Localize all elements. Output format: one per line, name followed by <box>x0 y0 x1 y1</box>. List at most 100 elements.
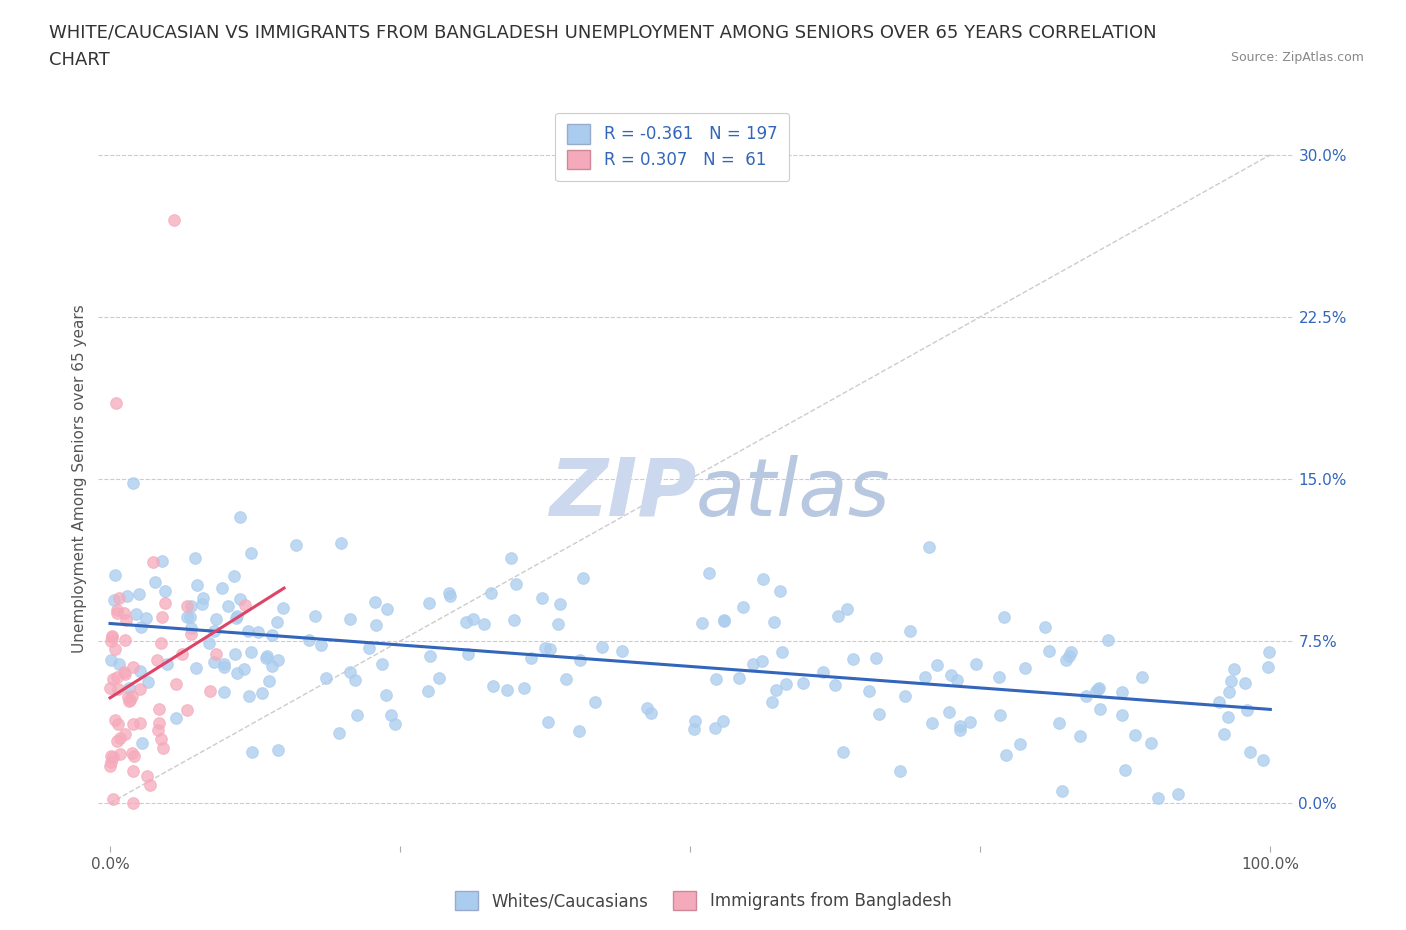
Point <box>186 578 208 592</box>
Point <box>152 740 174 755</box>
Point <box>125 607 148 622</box>
Point <box>222 569 245 584</box>
Point <box>153 583 176 598</box>
Point <box>503 613 526 628</box>
Point <box>105 603 128 618</box>
Point <box>260 658 283 673</box>
Point <box>898 624 921 639</box>
Point <box>704 671 727 686</box>
Point <box>150 553 173 568</box>
Point <box>180 627 202 642</box>
Point <box>548 596 571 611</box>
Point <box>148 701 170 716</box>
Point <box>225 666 247 681</box>
Point <box>914 670 936 684</box>
Point <box>103 641 125 656</box>
Point <box>135 610 157 625</box>
Point <box>267 743 290 758</box>
Point <box>224 646 246 661</box>
Legend: Whites/Caucasians, Immigrants from Bangladesh: Whites/Caucasians, Immigrants from Bangl… <box>449 884 957 917</box>
Point <box>114 667 136 682</box>
Point <box>150 609 173 624</box>
Point <box>533 641 555 656</box>
Point <box>416 684 439 698</box>
Point <box>1218 710 1240 724</box>
Point <box>122 717 145 732</box>
Point <box>198 684 221 698</box>
Point <box>482 679 505 694</box>
Point <box>1087 681 1109 696</box>
Point <box>1223 661 1246 676</box>
Point <box>636 701 658 716</box>
Point <box>741 657 763 671</box>
Point <box>184 660 207 675</box>
Point <box>1038 644 1060 658</box>
Point <box>202 624 225 639</box>
Legend: R = -0.361   N = 197, R = 0.307   N =  61: R = -0.361 N = 197, R = 0.307 N = 61 <box>555 113 789 181</box>
Point <box>1010 737 1032 751</box>
Point <box>1014 660 1036 675</box>
Point <box>704 721 727 736</box>
Point <box>683 713 706 728</box>
Point <box>763 615 786 630</box>
Point <box>101 629 124 644</box>
Point <box>831 744 853 759</box>
Point <box>775 677 797 692</box>
Point <box>179 610 201 625</box>
Point <box>165 677 187 692</box>
Point <box>131 736 153 751</box>
Point <box>418 596 440 611</box>
Point <box>329 536 352 551</box>
Point <box>683 722 706 737</box>
Point <box>121 796 143 811</box>
Point <box>346 708 368 723</box>
Point <box>640 706 662 721</box>
Point <box>100 633 122 648</box>
Point <box>1130 670 1153 684</box>
Point <box>114 632 136 647</box>
Point <box>1052 783 1074 798</box>
Point <box>769 584 792 599</box>
Point <box>946 672 969 687</box>
Point <box>250 685 273 700</box>
Point <box>105 670 128 684</box>
Point <box>202 655 225 670</box>
Point <box>128 715 150 730</box>
Point <box>254 650 277 665</box>
Point <box>298 633 321 648</box>
Point <box>214 684 236 699</box>
Point <box>260 628 283 643</box>
Point <box>988 707 1011 722</box>
Point <box>118 693 141 708</box>
Point <box>309 638 332 653</box>
Point <box>711 714 734 729</box>
Point <box>727 671 749 685</box>
Point <box>107 716 129 731</box>
Point <box>1054 652 1077 667</box>
Point <box>143 574 166 589</box>
Point <box>285 538 308 552</box>
Point <box>555 671 578 686</box>
Point <box>513 681 536 696</box>
Point <box>496 683 519 698</box>
Point <box>479 586 502 601</box>
Point <box>824 677 846 692</box>
Point <box>205 646 228 661</box>
Point <box>139 777 162 792</box>
Point <box>235 597 257 612</box>
Point <box>107 682 129 697</box>
Point <box>104 567 127 582</box>
Point <box>112 665 135 680</box>
Point <box>122 764 145 779</box>
Point <box>136 674 159 689</box>
Point <box>148 715 170 730</box>
Point <box>965 657 987 671</box>
Point <box>232 661 254 676</box>
Point <box>146 723 169 737</box>
Point <box>135 768 157 783</box>
Point <box>1233 675 1256 690</box>
Point <box>103 592 125 607</box>
Point <box>115 589 138 604</box>
Point <box>731 600 754 615</box>
Point <box>591 640 613 655</box>
